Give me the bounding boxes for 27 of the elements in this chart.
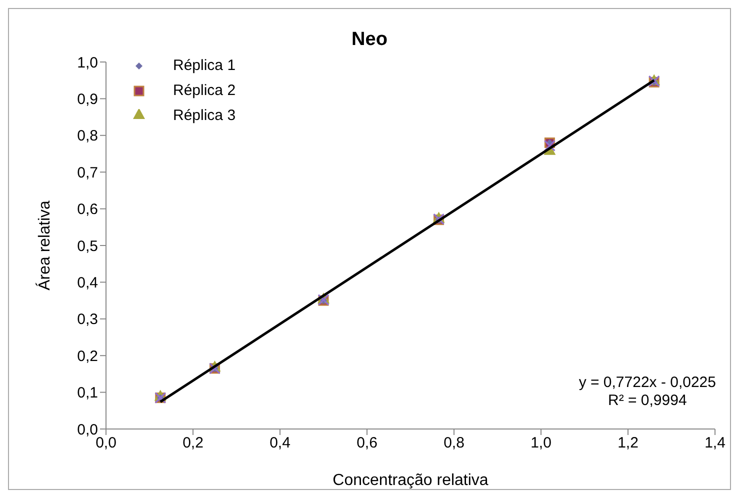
y-tick-label: 0,3 [77,311,98,328]
annotation: R² = 0,9994 [607,392,688,410]
x-tick-label: 0,8 [444,434,464,452]
x-tick-label: 0,6 [356,434,378,452]
y-axis-title: Área relativa [36,200,54,290]
y-tick-label: 0,4 [77,274,98,292]
x-tick-label: 0,0 [96,434,116,452]
x-tick-label: 1,4 [704,434,726,452]
x-tick-label: 1,2 [618,434,638,452]
y-tick-label: 0,7 [77,164,98,182]
y-tick-label: 0,1 [77,384,98,402]
legend-label: Réplica 3 [173,107,236,124]
x-tick-label: 1,0 [530,434,552,452]
x-tick-label: 0,4 [270,434,290,452]
y-tick-label: 0,5 [77,238,98,255]
y-tick-label: 0,9 [77,91,98,108]
y-tick-label: 0,2 [77,348,98,365]
y-tick-label: 0,0 [77,421,98,438]
y-tick-label: 1,0 [77,54,98,72]
x-tick-label: 0,2 [182,434,204,452]
legend-label: Réplica 2 [173,82,236,99]
y-tick-label: 0,8 [77,128,98,145]
legend-label: Réplica 1 [173,57,236,74]
y-tick-label: 0,6 [77,201,98,218]
x-axis-title: Concentração relativa [332,472,488,489]
annotation: y = 0,7722x - 0,0225 [578,374,716,392]
chart-title: Neo [350,29,388,51]
